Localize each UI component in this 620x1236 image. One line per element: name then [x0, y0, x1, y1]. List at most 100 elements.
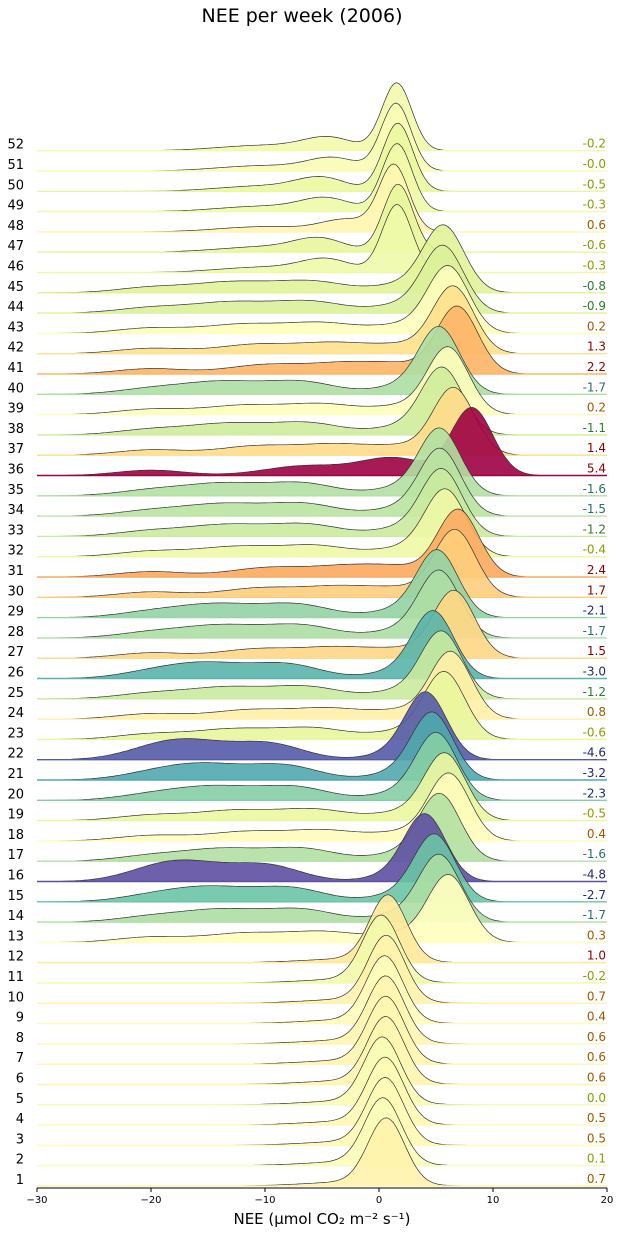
mean-label-34: -1.5: [583, 502, 606, 516]
week-label-16: 16: [7, 869, 24, 884]
week-label-10: 10: [7, 990, 24, 1005]
week-label-51: 51: [7, 158, 24, 173]
mean-label-7: 0.6: [587, 1050, 606, 1064]
mean-label-43: 0.2: [587, 319, 606, 333]
mean-label-42: 1.3: [587, 340, 606, 354]
ridge-week-1: [37, 1117, 607, 1187]
ridge-week-28: [37, 569, 607, 639]
mean-label-28: -1.7: [583, 624, 606, 638]
week-label-41: 41: [7, 361, 24, 376]
week-label-40: 40: [7, 381, 24, 396]
ridge-week-12: [37, 894, 607, 964]
mean-label-36: 5.4: [587, 462, 606, 476]
ridge-week-34: [37, 447, 607, 517]
ridge-week-3: [37, 1077, 607, 1146]
mean-label-39: 0.2: [587, 401, 606, 415]
ridge-week-25: [37, 630, 607, 700]
ridge-week-15: [37, 833, 607, 903]
mean-label-20: -2.3: [583, 786, 606, 800]
ridge-week-33: [37, 468, 607, 537]
ridge-week-29: [37, 549, 607, 618]
week-label-39: 39: [7, 402, 24, 417]
mean-label-22: -4.6: [583, 746, 606, 760]
ridge-week-43: [37, 265, 607, 334]
x-tick-label-4: 10: [487, 1195, 500, 1206]
ridge-week-14: [37, 853, 607, 923]
ridge-week-30: [37, 528, 607, 598]
week-label-44: 44: [7, 300, 24, 315]
mean-label-32: -0.4: [583, 543, 606, 557]
week-label-20: 20: [7, 787, 24, 802]
week-label-8: 8: [16, 1031, 24, 1046]
week-label-42: 42: [7, 341, 24, 356]
ridge-week-26: [37, 610, 607, 679]
ridge-week-31: [37, 508, 607, 578]
week-label-2: 2: [16, 1153, 24, 1168]
mean-label-23: -0.6: [583, 725, 606, 739]
week-label-30: 30: [7, 584, 24, 599]
week-label-31: 31: [7, 564, 24, 579]
mean-label-29: -2.1: [583, 604, 606, 618]
ridge-week-10: [37, 934, 607, 1004]
mean-label-10: 0.7: [587, 989, 606, 1003]
week-label-24: 24: [7, 706, 24, 721]
ridge-week-44: [37, 244, 607, 314]
ridge-week-11: [37, 914, 607, 984]
mean-label-18: 0.4: [587, 827, 606, 841]
mean-label-2: 0.1: [587, 1152, 606, 1166]
week-label-29: 29: [7, 605, 24, 620]
week-label-52: 52: [7, 138, 24, 153]
week-label-13: 13: [7, 929, 24, 944]
ridge-week-17: [37, 792, 607, 862]
week-label-3: 3: [16, 1132, 24, 1147]
week-label-32: 32: [7, 544, 24, 559]
x-tick-label-1: −20: [140, 1195, 161, 1206]
week-label-35: 35: [7, 483, 24, 498]
x-tick-label-0: −30: [26, 1195, 47, 1206]
ridge-week-27: [37, 589, 607, 659]
ridge-week-22: [37, 691, 607, 761]
week-label-45: 45: [7, 280, 24, 295]
week-label-22: 22: [7, 747, 24, 762]
mean-label-51: -0.0: [583, 157, 606, 171]
mean-label-9: 0.4: [587, 1010, 606, 1024]
week-label-12: 12: [7, 950, 24, 965]
ridge-week-24: [37, 650, 607, 720]
mean-label-15: -2.7: [583, 888, 606, 902]
mean-label-16: -4.8: [583, 868, 606, 882]
ridges: [37, 82, 607, 1187]
mean-label-6: 0.6: [587, 1071, 606, 1085]
week-label-34: 34: [7, 503, 24, 518]
ridge-week-38: [37, 366, 607, 436]
x-tick-label-5: 20: [601, 1195, 614, 1206]
mean-label-37: 1.4: [587, 441, 606, 455]
week-label-9: 9: [16, 1011, 24, 1026]
mean-label-40: -1.7: [583, 380, 606, 394]
week-label-23: 23: [7, 726, 24, 741]
ridge-week-6: [37, 1016, 607, 1085]
mean-label-13: 0.3: [587, 928, 606, 942]
week-label-28: 28: [7, 625, 24, 640]
ridge-week-39: [37, 346, 607, 415]
ridge-week-32: [37, 488, 607, 558]
mean-label-47: -0.6: [583, 238, 606, 252]
mean-label-44: -0.9: [583, 299, 606, 313]
mean-label-27: 1.5: [587, 644, 606, 658]
x-axis: −30 −20 −10 0 10 20: [26, 1187, 614, 1206]
week-label-25: 25: [7, 686, 24, 701]
mean-label-48: 0.6: [587, 218, 606, 232]
ridge-week-36: [37, 407, 607, 476]
ridge-week-37: [37, 386, 607, 456]
mean-label-19: -0.5: [583, 807, 606, 821]
mean-label-17: -1.6: [583, 847, 606, 861]
week-label-36: 36: [7, 463, 24, 478]
mean-label-30: 1.7: [587, 583, 606, 597]
mean-label-3: 0.5: [587, 1131, 606, 1145]
week-label-50: 50: [7, 178, 24, 193]
mean-label-41: 2.2: [587, 360, 606, 374]
week-label-17: 17: [7, 848, 24, 863]
x-tick-label-3: 0: [376, 1195, 382, 1206]
ridge-week-23: [37, 671, 607, 740]
ridge-week-47: [37, 183, 607, 253]
week-label-37: 37: [7, 442, 24, 457]
